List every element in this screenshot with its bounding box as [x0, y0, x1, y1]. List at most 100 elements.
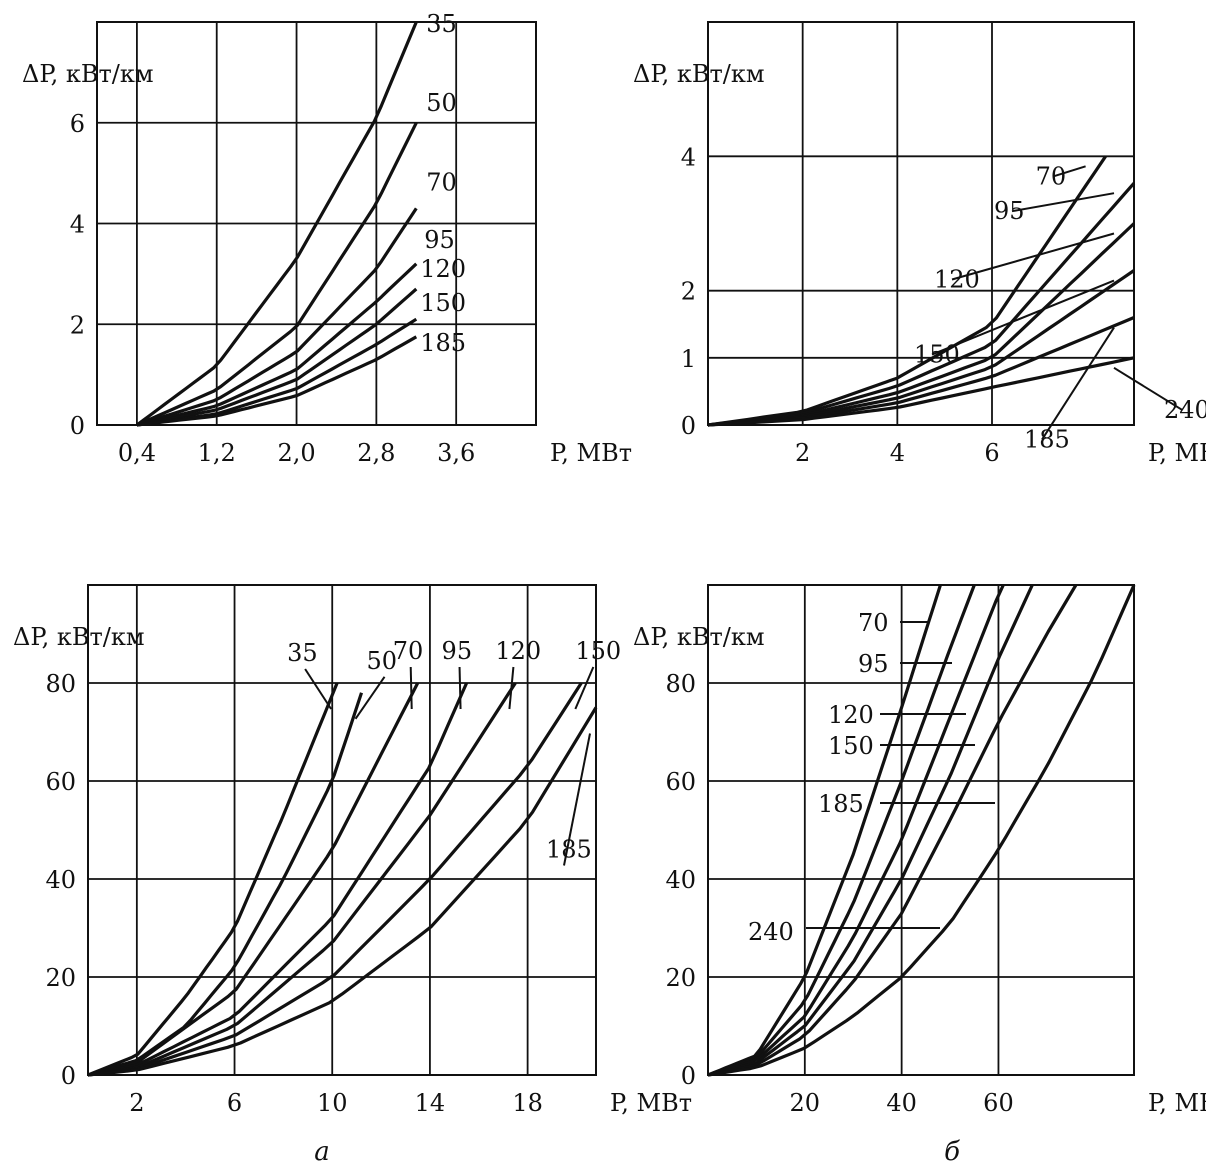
x-tick-label: 0,4: [118, 439, 156, 467]
y-tick-label: 2: [70, 311, 85, 339]
series-label-150: 150: [914, 341, 960, 369]
x-axis-label: P, МВт: [1148, 439, 1206, 467]
x-tick-label: 6: [984, 439, 999, 467]
leader-line: [931, 279, 1115, 356]
leader-line: [304, 668, 332, 710]
series-label-95: 95: [858, 650, 889, 678]
chart-top-right: 2 4 6 0 1 2 4 ΔP, кВт/км P, МВт 70 95 120 150 185 240: [633, 21, 1206, 467]
y-tick-label: 60: [665, 768, 696, 796]
x-tick-label: 14: [415, 1089, 446, 1117]
y-axis-label: ΔP, кВт/км: [633, 623, 765, 651]
series-line-150: [87, 682, 583, 1077]
series-line-95: [87, 682, 469, 1077]
y-tick-label: 0: [70, 412, 85, 440]
series-label-95: 95: [994, 197, 1025, 225]
leader-line: [354, 676, 386, 720]
subcaption-a: а: [314, 1137, 330, 1167]
y-tick-label: 80: [45, 670, 76, 698]
series-line-185: [87, 706, 598, 1077]
x-tick-label: 2: [129, 1089, 144, 1117]
y-axis-label: ΔP, кВт/км: [633, 60, 765, 88]
series-label-185: 185: [420, 329, 466, 357]
series-label-185: 185: [546, 836, 592, 864]
leader-line: [458, 666, 462, 710]
series-label-35: 35: [287, 639, 318, 667]
series-label-150: 150: [575, 637, 621, 665]
series-label-185: 185: [1024, 426, 1070, 454]
series-line-50: [136, 122, 418, 427]
y-tick-label: 4: [70, 211, 85, 239]
series-label-150: 150: [420, 289, 466, 317]
x-tick-label: 6: [227, 1089, 242, 1117]
leader-line: [508, 666, 515, 710]
series-line-120: [136, 287, 418, 427]
series-label-240: 240: [1164, 396, 1206, 424]
plot-frame: [707, 584, 1135, 1076]
y-tick-label: 20: [45, 964, 76, 992]
series-label-120: 120: [495, 637, 541, 665]
leader-line: [951, 232, 1115, 281]
leader-line: [1041, 326, 1115, 441]
x-tick-label: 20: [790, 1089, 821, 1117]
series-line-240: [707, 584, 1136, 1077]
x-axis-label: P, МВт: [1148, 1089, 1206, 1117]
y-tick-label: 2: [681, 278, 696, 306]
series-label-185: 185: [818, 790, 864, 818]
series-line-70: [136, 207, 418, 427]
series-line-35: [87, 682, 339, 1077]
x-tick-label: 2: [795, 439, 810, 467]
series-line-150: [136, 317, 418, 427]
series-label-50: 50: [426, 89, 457, 117]
y-tick-label: 80: [665, 670, 696, 698]
x-tick-label: 1,2: [198, 439, 236, 467]
y-tick-label: 0: [61, 1062, 76, 1090]
series-line-70: [87, 682, 420, 1077]
series-line-95: [136, 262, 418, 427]
series-line-185: [707, 584, 1078, 1077]
leader-line: [1113, 366, 1183, 411]
y-tick-label: 6: [70, 110, 85, 138]
series-label-50: 50: [367, 647, 398, 675]
series-label-95: 95: [424, 226, 455, 254]
y-tick-label: 40: [665, 866, 696, 894]
y-tick-label: 60: [45, 768, 76, 796]
y-tick-label: 1: [681, 345, 696, 373]
x-tick-label: 2,0: [277, 439, 315, 467]
series-line-95: [707, 584, 976, 1077]
series-label-150: 150: [828, 732, 874, 760]
series-label-70: 70: [858, 609, 889, 637]
series-label-70: 70: [1036, 162, 1067, 190]
x-axis-label: P, МВт: [610, 1089, 692, 1117]
series-line-150: [707, 584, 1034, 1077]
subcaption-b: б: [944, 1137, 960, 1167]
series-line-35: [135, 21, 418, 427]
series-label-120: 120: [420, 255, 466, 283]
series-line-185: [136, 335, 418, 427]
series-line-120: [87, 682, 517, 1077]
y-tick-label: 20: [665, 964, 696, 992]
x-tick-label: 18: [512, 1089, 543, 1117]
series-label-95: 95: [442, 637, 473, 665]
leader-line: [1011, 192, 1115, 213]
y-tick-label: 40: [45, 866, 76, 894]
y-axis-label: ΔP, кВт/км: [13, 623, 145, 651]
chart-top-left: 0,4 1,2 2,0 2,8 3,6 0 2 4 6 ΔP, кВт/км P, МВт 35 50 7…: [22, 10, 632, 467]
x-tick-label: 3,6: [437, 439, 475, 467]
series-label-35: 35: [426, 10, 457, 38]
x-tick-label: 4: [890, 439, 905, 467]
x-tick-label: 10: [317, 1089, 348, 1117]
leader-line: [574, 666, 595, 710]
y-axis-label: ΔP, кВт/км: [22, 60, 154, 88]
series-label-70: 70: [426, 168, 457, 196]
x-tick-label: 40: [886, 1089, 917, 1117]
series-line-120: [707, 584, 1005, 1077]
chart-bottom-right: 20 40 60 0 20 40 60 80 ΔP, кВт/км P, МВт 70 95 120 15…: [633, 584, 1206, 1117]
leader-line: [1053, 165, 1086, 178]
x-axis-label: P, МВт: [550, 439, 632, 467]
x-tick-label: 60: [983, 1089, 1014, 1117]
y-tick-label: 4: [681, 143, 696, 171]
leader-line: [409, 666, 413, 710]
y-tick-label: 0: [681, 1062, 696, 1090]
